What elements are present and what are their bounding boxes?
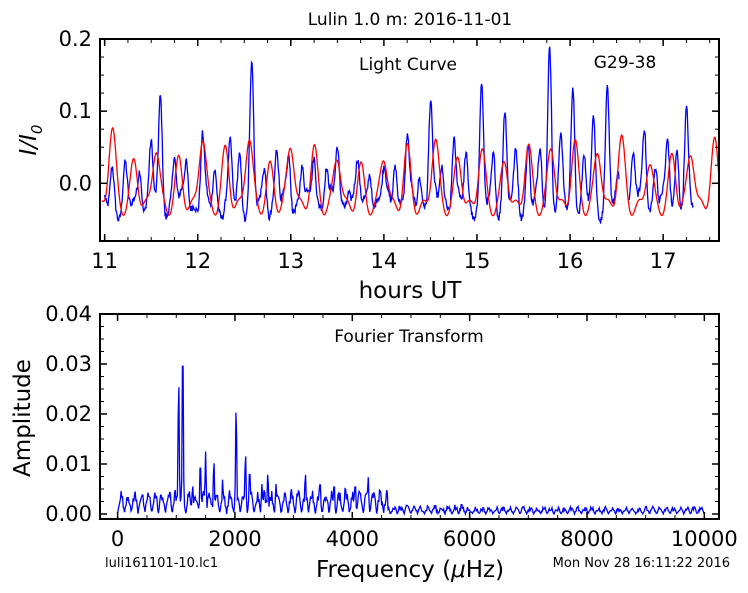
fourier-xtick-label: 0 — [111, 527, 124, 551]
fourier-xtick-label: 8000 — [560, 527, 613, 551]
light-curve-xtick-label: 13 — [277, 249, 304, 273]
light-curve-xtick-label: 17 — [650, 249, 677, 273]
fourier-ytick-label: 0.02 — [45, 402, 92, 426]
xlabel-tail: Hz) — [466, 557, 504, 583]
fourier-xtick-label: 4000 — [326, 527, 379, 551]
light-curve-annotation: Light Curve — [359, 55, 457, 75]
star-name-annotation: G29-38 — [594, 53, 657, 73]
light-curve-xtick-label: 12 — [184, 249, 211, 273]
light-curve-red-line — [101, 126, 720, 217]
light-curve-xlabel: hours UT — [359, 278, 463, 304]
fourier-ylabel: Amplitude — [10, 359, 36, 477]
ylabel-subscript: 0 — [28, 125, 46, 135]
footer-timestamp: Mon Nov 28 16:11:22 2016 — [553, 556, 730, 571]
light-curve-ticks: 11 12 13 14 15 16 17 0.0 0.1 0.2 — [59, 27, 719, 273]
fourier-xlabel: Frequency (μHz) — [316, 557, 504, 583]
light-curve-xtick-label: 14 — [371, 249, 398, 273]
fourier-series — [116, 365, 705, 517]
fourier-ytick-label: 0.04 — [45, 302, 92, 326]
fourier-ytick-label: 0.01 — [45, 452, 92, 476]
light-curve-ytick-label: 0.1 — [59, 99, 92, 123]
fourier-annotation: Fourier Transform — [334, 327, 483, 347]
ylabel-main: I/I — [16, 134, 42, 156]
figure-title: Lulin 1.0 m: 2016-11-01 — [308, 10, 513, 30]
fourier-xtick-label: 10000 — [671, 527, 738, 551]
xlabel-mu: μ — [450, 557, 466, 583]
light-curve-xtick-label: 11 — [91, 249, 118, 273]
fourier-blue-line — [116, 365, 705, 517]
light-curve-panel: 11 12 13 14 15 16 17 0.0 0.1 0.2 Light Curve G29-… — [16, 27, 720, 304]
fourier-ytick-label: 0.00 — [45, 502, 92, 526]
light-curve-series — [101, 46, 720, 224]
fourier-ticks: 0 2000 4000 6000 8000 10000 0.00 0.01 0.02 0.03 0.… — [45, 302, 738, 551]
xlabel-main: Frequency ( — [316, 557, 451, 583]
fourier-xtick-label: 6000 — [443, 527, 496, 551]
light-curve-xtick-label: 15 — [464, 249, 491, 273]
footer-filename: luli161101-10.lc1 — [105, 556, 218, 571]
light-curve-ytick-label: 0.0 — [59, 171, 92, 195]
light-curve-ytick-label: 0.2 — [59, 27, 92, 51]
fourier-xtick-label: 2000 — [208, 527, 261, 551]
light-curve-xtick-label: 16 — [557, 249, 584, 273]
light-curve-frame — [99, 38, 720, 242]
fourier-ytick-label: 0.03 — [45, 352, 92, 376]
fourier-frame — [99, 313, 720, 520]
light-curve-ylabel: I/I0 — [16, 125, 46, 156]
fourier-panel: 0 2000 4000 6000 8000 10000 0.00 0.01 0.02 0.03 0.… — [10, 302, 738, 583]
